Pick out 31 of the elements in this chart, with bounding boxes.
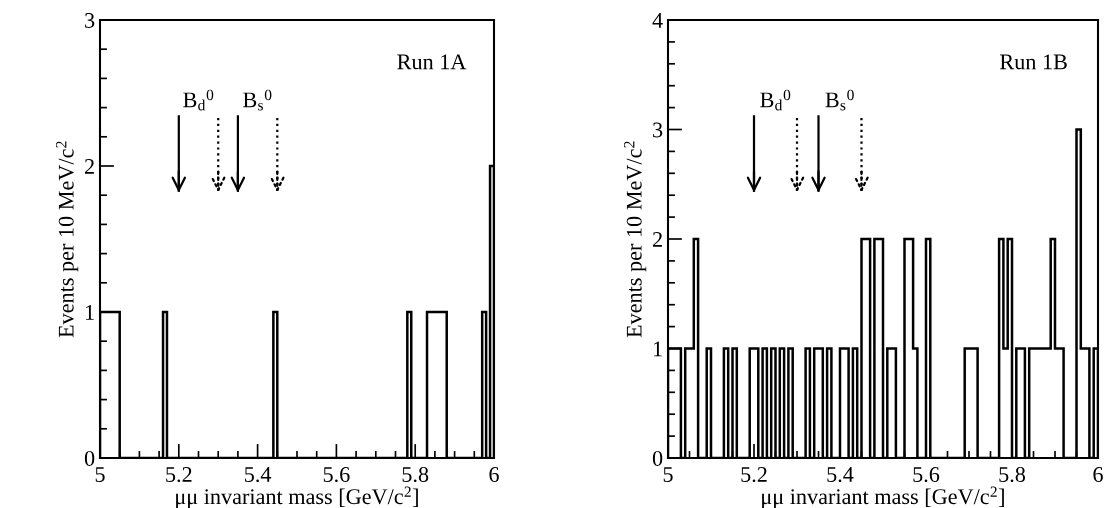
x-tick-label: 5 — [95, 467, 105, 482]
x-tick-label: 5.6 — [323, 467, 350, 483]
y-axis-title: Events per 10 MeV/c$^{2}$ — [624, 141, 647, 338]
y-tick-label: 0 — [84, 450, 95, 466]
y-tick-label: 3 — [653, 122, 663, 138]
annotation: Run 1B — [1000, 54, 1067, 70]
y-axis-title: Events per 10 MeV/c$^{2}$ — [56, 141, 79, 338]
x-tick-label: 5.8 — [999, 466, 1026, 483]
y-tick-label: 0 — [652, 450, 663, 466]
annotation: B$_{d}$$^{0}$ — [760, 89, 791, 111]
x-tick-label: 5.4 — [245, 467, 272, 483]
annotation: B$_{d}$$^{0}$ — [183, 89, 214, 111]
x-axis-title: μμ invariant mass [GeV/c$^{2}$] — [762, 486, 1004, 508]
x-tick-label: 6 — [1093, 467, 1103, 482]
y-tick-label: 2 — [85, 158, 94, 174]
x-tick-label: 5.6 — [913, 467, 940, 483]
y-tick-label: 4 — [652, 13, 663, 28]
annotation: Run 1A — [397, 54, 467, 70]
x-tick-label: 5.2 — [166, 467, 192, 483]
y-tick-label: 1 — [85, 305, 94, 320]
x-tick-label: 6 — [489, 467, 499, 482]
annotation: B$_{s}$$^{0}$ — [243, 89, 272, 111]
y-tick-label: 3 — [85, 12, 95, 28]
x-tick-label: 5 — [663, 467, 673, 482]
x-tick-label: 5.8 — [402, 466, 429, 483]
x-tick-label: 5.4 — [827, 467, 854, 483]
annotation: B$_{s}$$^{0}$ — [825, 89, 854, 111]
y-tick-label: 1 — [653, 341, 662, 357]
x-tick-label: 5.2 — [741, 467, 767, 483]
y-tick-label: 2 — [653, 231, 662, 247]
x-axis-title: μμ invariant mass [GeV/c$^{2}$] — [176, 486, 418, 508]
